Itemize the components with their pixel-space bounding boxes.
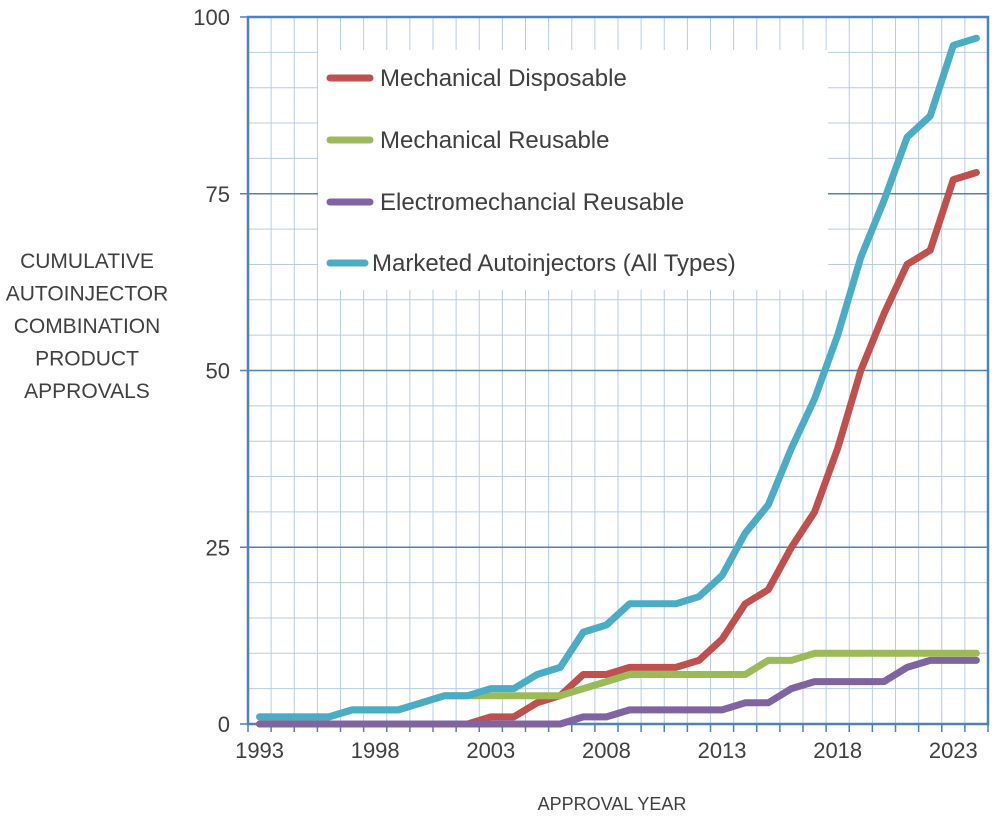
y-tick-label: 75 [206,182,230,207]
series-lines [256,34,980,728]
y-axis-label-line: CUMULATIVE [20,250,154,273]
x-tick-label: 1998 [351,738,400,763]
series-line [256,656,980,728]
y-tick-label: 100 [193,5,230,30]
y-tick-label: 50 [206,359,230,384]
x-axis-label: APPROVAL YEAR [538,794,687,814]
x-tick-label: 1993 [235,738,284,763]
y-axis-label-line: COMBINATION [14,315,161,338]
legend-background [318,50,828,290]
tick-labels: 0 25 50 75 100 1993 1998 2003 2008 2013 2018 2023 [193,5,978,763]
y-axis-label-line: PRODUCT [35,348,139,371]
legend-label: Mechanical Reusable [380,127,609,154]
legend: Mechanical Disposable Mechanical Reusable… [318,50,828,290]
x-tick-label: 2018 [813,738,862,763]
x-tick-label: 2023 [929,738,978,763]
x-tick-label: 2003 [466,738,515,763]
y-axis-label-line: AUTOINJECTOR [6,283,169,306]
legend-label: Electromechancial Reusable [380,189,684,216]
y-axis-label-line: APPROVALS [24,380,150,403]
legend-label: Marketed Autoinjectors (All Types) [372,250,736,277]
y-tick-label: 25 [206,535,230,560]
y-axis-label: CUMULATIVE AUTOINJECTOR COMBINATION PRODUCT… [6,250,169,403]
axis-labels: CUMULATIVE AUTOINJECTOR COMBINATION PRODUCT… [6,250,687,814]
x-tick-label: 2008 [582,738,631,763]
y-tick-label: 0 [218,712,230,737]
legend-label: Mechanical Disposable [380,65,627,92]
x-tick-label: 2013 [698,738,747,763]
axes [240,15,990,732]
series-line [256,34,980,721]
